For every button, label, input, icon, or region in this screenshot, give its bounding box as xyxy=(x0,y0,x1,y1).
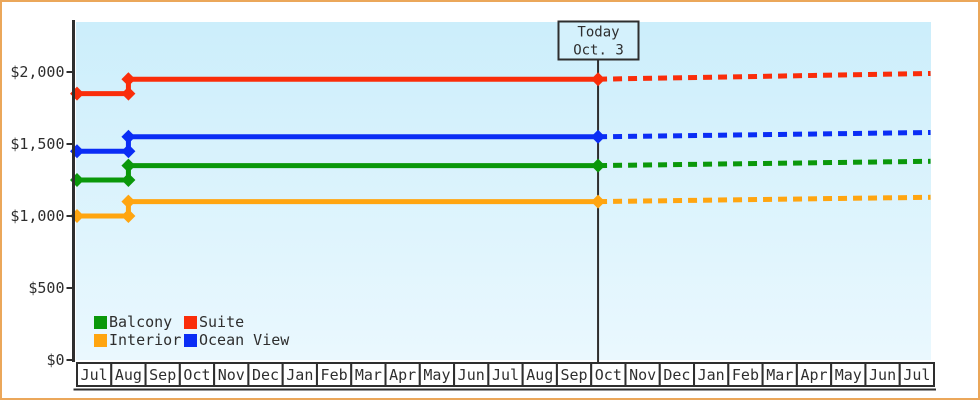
month-label: Mar xyxy=(355,366,382,384)
month-label: May xyxy=(835,366,862,384)
today-label: Today xyxy=(577,25,619,41)
series-ocean-view xyxy=(70,129,931,159)
month-label: Jul xyxy=(492,366,519,384)
projection-line xyxy=(598,70,931,82)
month-label: Aug xyxy=(526,366,553,384)
history-line xyxy=(77,134,599,154)
month-cell xyxy=(898,362,935,387)
price-point-marker xyxy=(591,194,606,209)
month-label: Apr xyxy=(389,366,416,384)
y-axis-label: $0 xyxy=(46,351,64,369)
month-label: Sep xyxy=(149,366,176,384)
month-label: Aug xyxy=(115,366,142,384)
month-label: Nov xyxy=(218,366,245,384)
month-label: Jun xyxy=(869,366,896,384)
month-label: Jan xyxy=(698,366,725,384)
series-balcony xyxy=(70,158,931,187)
month-label: Oct xyxy=(183,366,210,384)
today-box-border xyxy=(557,20,640,61)
month-label: May xyxy=(423,366,450,384)
price-point-marker xyxy=(121,194,136,209)
legend-label-interior: Interior xyxy=(109,331,181,349)
month-label: Jul xyxy=(903,366,930,384)
price-point-marker xyxy=(591,72,606,87)
plot-area xyxy=(76,22,931,360)
today-date-label: Oct. 3 xyxy=(573,43,624,59)
month-label: Dec xyxy=(252,366,279,384)
history-line xyxy=(77,163,599,183)
legend-swatch-ocean-view xyxy=(184,334,197,347)
legend-swatch-balcony xyxy=(94,316,107,329)
today-marker-box: Today Oct. 3 xyxy=(557,20,640,61)
price-point-marker xyxy=(121,72,136,87)
projection-line xyxy=(598,129,931,140)
history-line xyxy=(77,199,599,219)
legend-swatch-interior xyxy=(94,334,107,347)
price-point-marker xyxy=(121,158,136,173)
month-label: Dec xyxy=(663,366,690,384)
y-axis-label: $500 xyxy=(28,279,64,297)
price-point-marker xyxy=(121,86,136,101)
price-point-marker xyxy=(121,144,136,159)
price-point-marker xyxy=(121,209,136,223)
history-line xyxy=(77,76,599,97)
month-label: Mar xyxy=(766,366,793,384)
month-label: Feb xyxy=(321,366,348,384)
month-label: Jun xyxy=(458,366,485,384)
month-label: Jan xyxy=(286,366,313,384)
month-label: Sep xyxy=(561,366,588,384)
y-axis-label: $2,000 xyxy=(10,63,64,81)
month-label: Feb xyxy=(732,366,759,384)
legend-swatch-suite xyxy=(184,316,197,329)
price-point-marker xyxy=(121,173,136,187)
price-point-marker xyxy=(121,129,136,144)
legend-label-ocean-view: Ocean View xyxy=(199,331,290,349)
projection-line xyxy=(598,158,931,169)
month-label: Apr xyxy=(800,366,827,384)
month-label: Oct xyxy=(595,366,622,384)
projection-line xyxy=(598,194,931,205)
legend-label-balcony: Balcony xyxy=(109,313,172,331)
series-suite xyxy=(70,70,931,101)
price-point-marker xyxy=(591,129,606,144)
month-label: Jul xyxy=(81,366,108,384)
month-label: Nov xyxy=(629,366,656,384)
y-axis-label: $1,000 xyxy=(10,207,64,225)
legend-label-suite: Suite xyxy=(199,313,244,331)
legend: Balcony Suite Interior Ocean View xyxy=(94,313,290,349)
y-axis-label: $1,500 xyxy=(10,135,64,153)
price-point-marker xyxy=(591,158,606,173)
